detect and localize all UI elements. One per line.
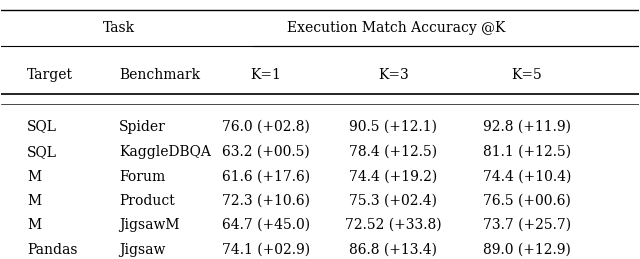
Text: 74.4 (+19.2): 74.4 (+19.2)	[349, 170, 437, 184]
Text: 63.2 (+00.5): 63.2 (+00.5)	[222, 145, 310, 159]
Text: Benchmark: Benchmark	[119, 68, 200, 82]
Text: 92.8 (+11.9): 92.8 (+11.9)	[483, 120, 571, 134]
Text: Target: Target	[27, 68, 73, 82]
Text: 72.52 (+33.8): 72.52 (+33.8)	[345, 218, 442, 232]
Text: SQL: SQL	[27, 120, 57, 134]
Text: 76.0 (+02.8): 76.0 (+02.8)	[222, 120, 310, 134]
Text: Jigsaw: Jigsaw	[119, 243, 166, 257]
Text: 64.7 (+45.0): 64.7 (+45.0)	[222, 218, 310, 232]
Text: JigsawM: JigsawM	[119, 218, 180, 232]
Text: 74.1 (+02.9): 74.1 (+02.9)	[222, 243, 310, 257]
Text: M: M	[27, 218, 41, 232]
Text: 90.5 (+12.1): 90.5 (+12.1)	[349, 120, 437, 134]
Text: 75.3 (+02.4): 75.3 (+02.4)	[349, 194, 437, 208]
Text: Execution Match Accuracy @K: Execution Match Accuracy @K	[287, 21, 506, 35]
Text: 81.1 (+12.5): 81.1 (+12.5)	[483, 145, 571, 159]
Text: Forum: Forum	[119, 170, 166, 184]
Text: M: M	[27, 170, 41, 184]
Text: 76.5 (+00.6): 76.5 (+00.6)	[483, 194, 571, 208]
Text: 86.8 (+13.4): 86.8 (+13.4)	[349, 243, 437, 257]
Text: 72.3 (+10.6): 72.3 (+10.6)	[222, 194, 310, 208]
Text: SQL: SQL	[27, 145, 57, 159]
Text: K=3: K=3	[378, 68, 409, 82]
Text: Pandas: Pandas	[27, 243, 77, 257]
Text: M: M	[27, 194, 41, 208]
Text: 78.4 (+12.5): 78.4 (+12.5)	[349, 145, 437, 159]
Text: 61.6 (+17.6): 61.6 (+17.6)	[222, 170, 310, 184]
Text: Product: Product	[119, 194, 175, 208]
Text: Spider: Spider	[119, 120, 166, 134]
Text: 74.4 (+10.4): 74.4 (+10.4)	[483, 170, 572, 184]
Text: Task: Task	[103, 21, 135, 35]
Text: K=1: K=1	[250, 68, 281, 82]
Text: KaggleDBQA: KaggleDBQA	[119, 145, 211, 159]
Text: 73.7 (+25.7): 73.7 (+25.7)	[483, 218, 571, 232]
Text: 89.0 (+12.9): 89.0 (+12.9)	[483, 243, 571, 257]
Text: K=5: K=5	[512, 68, 543, 82]
